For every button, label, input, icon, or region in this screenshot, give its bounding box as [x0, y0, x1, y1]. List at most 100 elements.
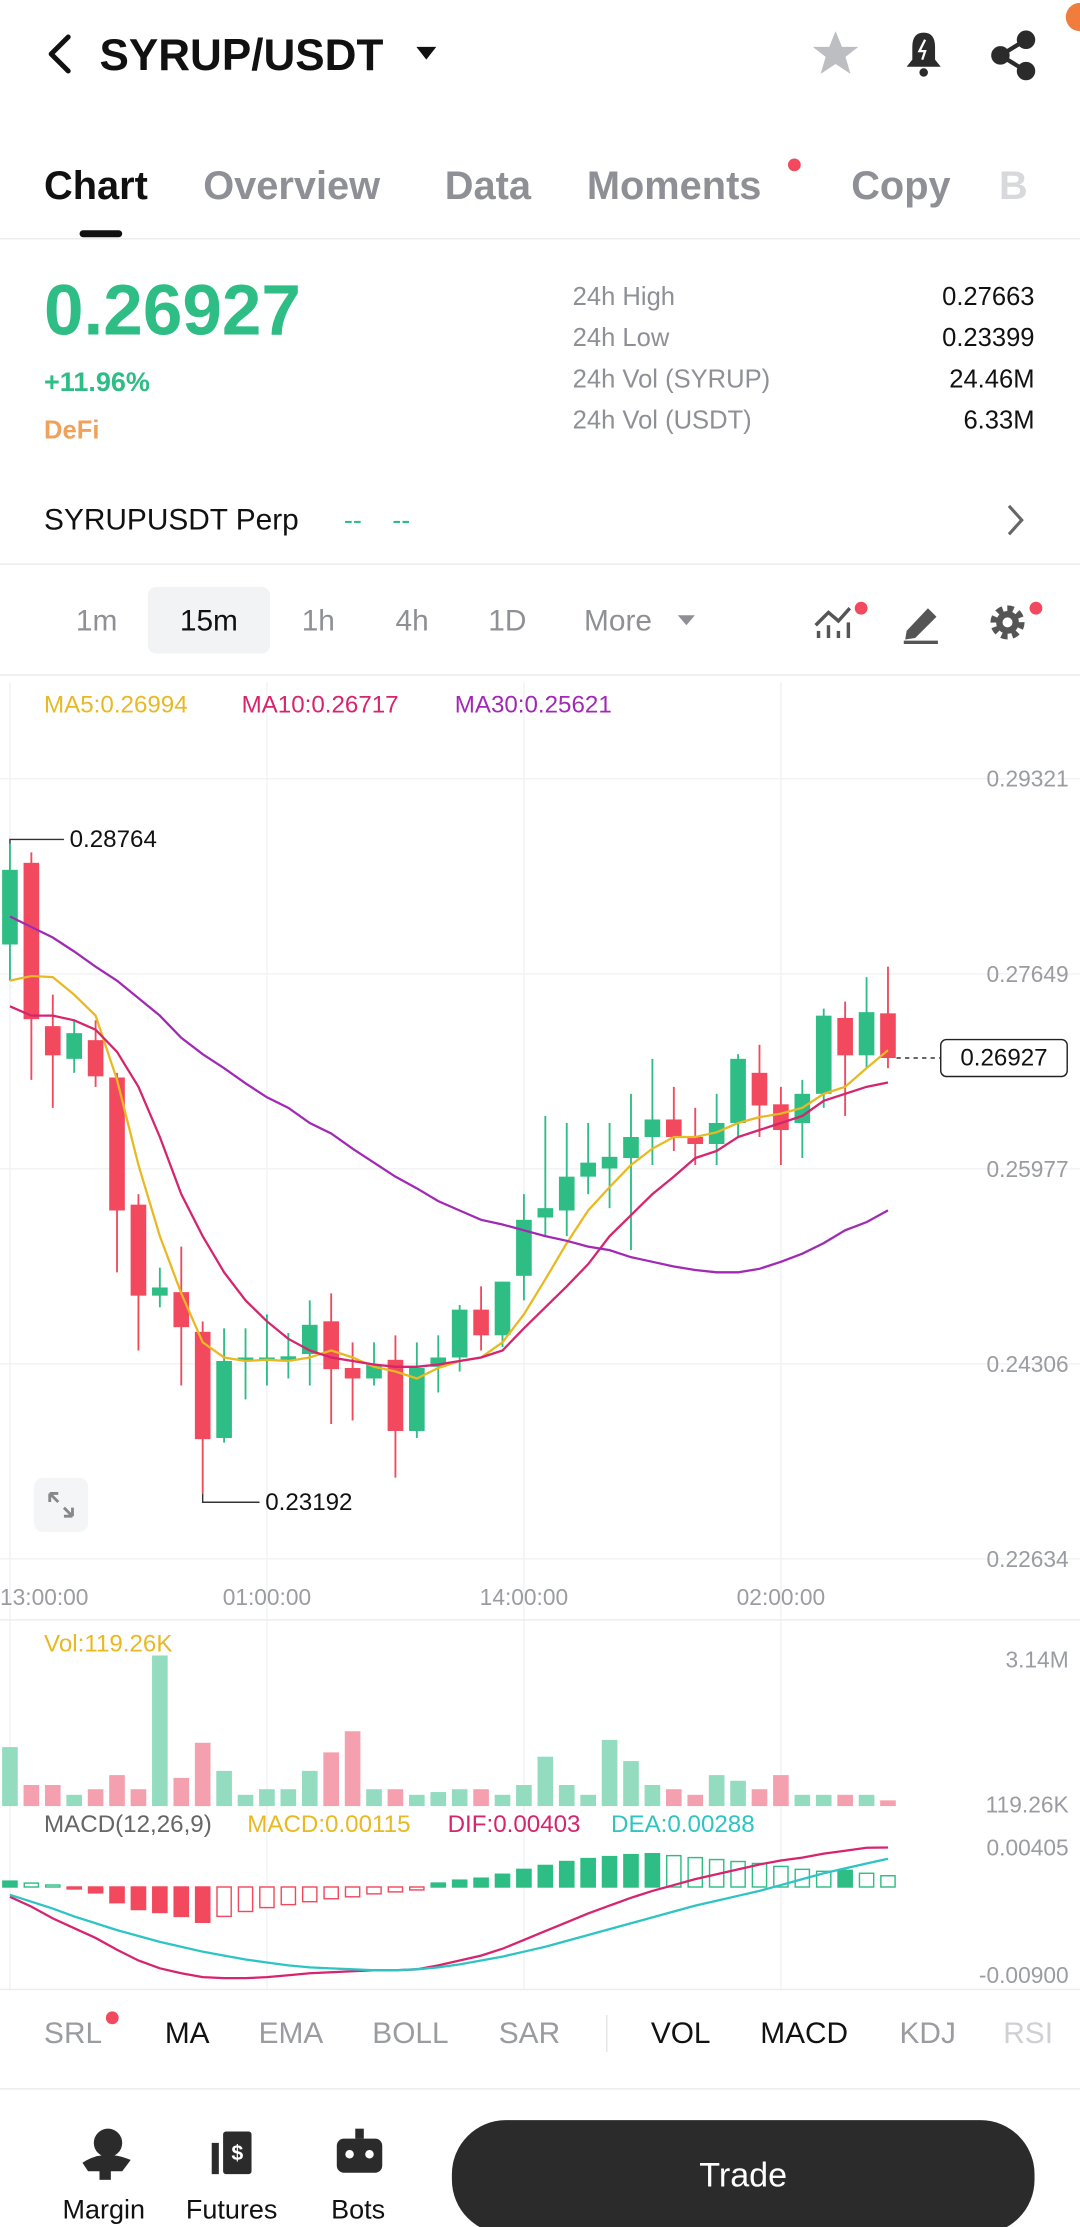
- more-caret[interactable]: [677, 615, 695, 626]
- indicator[interactable]: BOLL: [372, 2017, 448, 2050]
- volume-bar: [152, 1655, 168, 1807]
- macd-bar: [280, 1886, 297, 1906]
- draw-icon[interactable]: [903, 608, 938, 644]
- pair-dropdown[interactable]: [416, 46, 437, 60]
- nav-item[interactable]: Bots: [331, 2195, 385, 2225]
- macd-bar: [623, 1853, 639, 1888]
- macd-bar: [44, 1884, 61, 1888]
- volume-bar: [387, 1789, 404, 1807]
- interval[interactable]: 1m: [76, 604, 117, 637]
- x-tick-label: 02:00:00: [737, 1584, 825, 1610]
- tab-badge: [787, 158, 801, 172]
- candle-body: [451, 1309, 468, 1358]
- legend-entry: DIF:0.00403: [448, 1811, 581, 1838]
- candle-body: [130, 1204, 147, 1296]
- ma-line: [9, 974, 889, 1380]
- interval[interactable]: More: [584, 604, 652, 637]
- candle-body: [666, 1119, 682, 1137]
- volume-bar: [623, 1761, 639, 1807]
- interval[interactable]: 4h: [396, 604, 429, 637]
- candle-body: [730, 1058, 746, 1123]
- alert-icon[interactable]: [906, 32, 941, 77]
- volume-bar: [516, 1784, 532, 1807]
- back-button[interactable]: [48, 34, 71, 74]
- high-marker: [9, 838, 64, 844]
- candle-body: [837, 1017, 853, 1056]
- tab[interactable]: Overview: [203, 164, 381, 208]
- legend-entry: MA5:0.26994: [44, 691, 188, 718]
- indicator[interactable]: SRL: [44, 2017, 102, 2050]
- volume-bar: [580, 1794, 596, 1807]
- candle-body: [194, 1331, 211, 1440]
- indicator[interactable]: VOL: [651, 2017, 711, 2050]
- candle-body: [387, 1359, 404, 1431]
- tab-indicator: [79, 230, 123, 238]
- share-icon[interactable]: [991, 30, 1036, 81]
- candle-body: [687, 1136, 704, 1144]
- macd-bar: [152, 1886, 168, 1914]
- y-tick-label: 0.22634: [987, 1546, 1069, 1572]
- indicator[interactable]: MA: [165, 2017, 210, 2050]
- indicator[interactable]: RSI: [1003, 2017, 1053, 2050]
- macd-bar: [558, 1860, 575, 1888]
- x-tick-label: 14:00:00: [480, 1584, 568, 1610]
- interval[interactable]: 1D: [488, 604, 526, 637]
- perp-chevron[interactable]: [1007, 504, 1024, 536]
- macd-bar: [323, 1886, 339, 1900]
- volume-bar: [794, 1794, 811, 1807]
- macd-bar: [451, 1879, 468, 1888]
- last-price-label: 0.26927: [960, 1045, 1047, 1072]
- margin-icon[interactable]: [82, 2128, 131, 2180]
- nav-item[interactable]: Futures: [186, 2195, 277, 2225]
- volume-bar: [430, 1792, 447, 1807]
- tab[interactable]: Chart: [44, 164, 148, 208]
- interval[interactable]: 15m: [180, 604, 238, 637]
- badge: [105, 2011, 119, 2025]
- volume-bar: [601, 1739, 618, 1807]
- macd-bar: [516, 1868, 532, 1888]
- price-change: +11.96%: [44, 367, 150, 397]
- legend-entry: MA30:0.25621: [455, 691, 612, 718]
- perp-symbol[interactable]: SYRUPUSDT Perp: [44, 504, 299, 537]
- macd-bar: [344, 1886, 361, 1898]
- trade-button[interactable]: [451, 2120, 1035, 2227]
- settings-icon[interactable]: [990, 605, 1025, 640]
- macd-bar: [580, 1857, 596, 1888]
- bots-icon[interactable]: [336, 2128, 383, 2173]
- futures-icon[interactable]: $: [211, 2131, 252, 2175]
- indicator-icon[interactable]: [814, 607, 852, 639]
- volume-bar: [323, 1752, 339, 1807]
- favorite-icon[interactable]: [812, 31, 859, 74]
- volume-bar: [666, 1789, 682, 1807]
- indicator[interactable]: SAR: [499, 2017, 560, 2050]
- volume-bar: [815, 1794, 832, 1807]
- candle-body: [152, 1287, 168, 1296]
- candle-body: [644, 1119, 661, 1137]
- volume-bar: [409, 1794, 425, 1807]
- indicator[interactable]: MACD: [760, 2017, 848, 2050]
- perp-index: --: [392, 505, 410, 535]
- tab[interactable]: B: [999, 164, 1028, 208]
- pair-title[interactable]: SYRUP/USDT: [99, 31, 383, 80]
- indicator[interactable]: KDJ: [900, 2017, 956, 2050]
- volume-bar: [301, 1770, 318, 1807]
- sector-tag[interactable]: DeFi: [44, 417, 99, 445]
- legend-entry: MACD:0.00115: [247, 1811, 410, 1838]
- tab[interactable]: Data: [445, 164, 532, 208]
- y-tick-label: 3.14M: [1005, 1647, 1068, 1673]
- tab[interactable]: Copy: [851, 164, 950, 208]
- candle-body: [815, 1015, 832, 1094]
- nav-item[interactable]: Margin: [62, 2195, 144, 2225]
- trade-label[interactable]: Trade: [699, 2157, 787, 2195]
- macd-bar: [687, 1856, 704, 1888]
- tab[interactable]: Moments: [587, 164, 762, 208]
- volume-bar: [366, 1789, 382, 1807]
- stat-value: 0.27663: [942, 283, 1034, 311]
- indicator[interactable]: EMA: [259, 2017, 324, 2050]
- expand-button[interactable]: [34, 1477, 89, 1532]
- volume-bar: [880, 1800, 896, 1807]
- volume-bar: [858, 1794, 875, 1807]
- interval[interactable]: 1h: [302, 604, 335, 637]
